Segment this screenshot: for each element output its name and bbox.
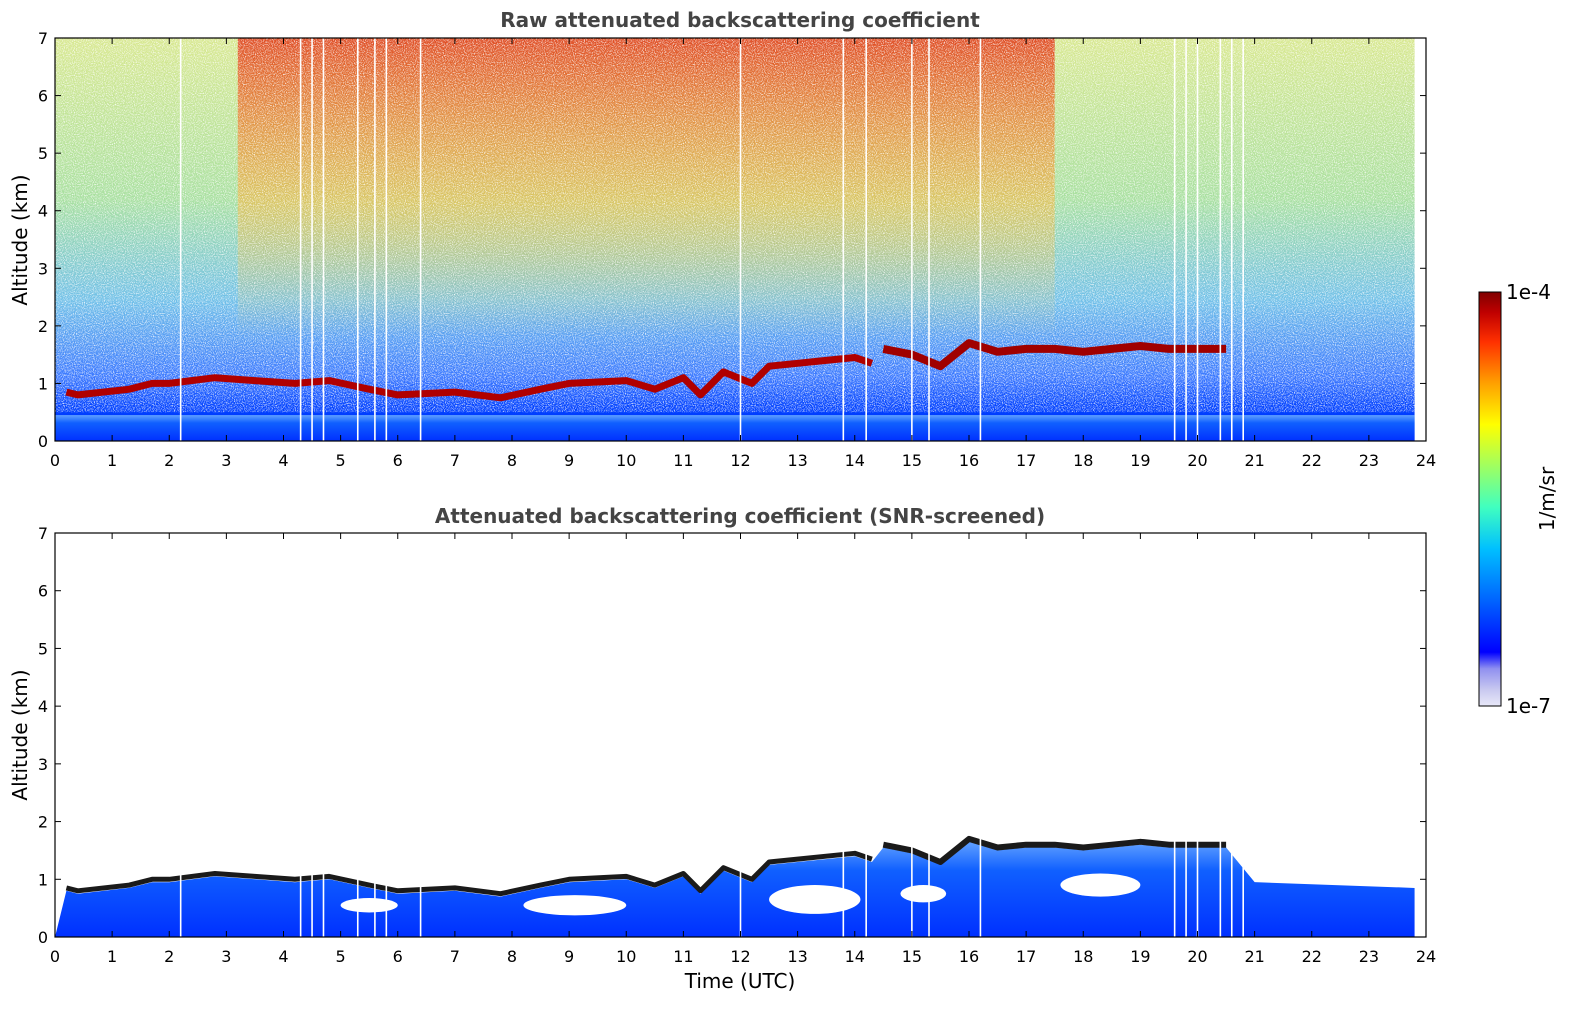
x-tick-label: 21 [1244,947,1264,966]
x-tick-label: 14 [845,451,865,470]
x-tick-label: 21 [1244,451,1264,470]
x-tick-label: 11 [673,947,693,966]
screened-out-region [523,895,627,916]
panel2-y-axis-label: Altitude (km) [8,669,32,800]
colorbar: 1e-4 1e-7 1/m/sr [1478,280,1559,718]
x-tick-label: 4 [278,947,288,966]
x-tick-label: 5 [336,451,346,470]
x-tick-label: 3 [221,947,231,966]
x-tick-label: 2 [164,947,174,966]
x-tick-label: 0 [50,451,60,470]
x-axis-label: Time (UTC) [684,969,796,993]
x-tick-label: 15 [902,947,922,966]
x-tick-label: 13 [787,947,807,966]
panel1-y-axis-label: Altitude (km) [8,174,32,305]
screened-out-region [900,885,947,903]
x-tick-label: 18 [1073,451,1093,470]
x-tick-label: 17 [1016,947,1036,966]
panel2-x-ticks: 0 1 2 3 4 5 6 7 8 9 10 11 12 13 14 15 16 17 18 19 20 21 22 23 24 [50,533,1436,966]
y-tick-label: 7 [38,524,48,543]
x-tick-label: 2 [164,451,174,470]
x-tick-label: 13 [787,451,807,470]
raw-cloud-layer [882,339,1227,371]
raw-boundary-layer-top [65,354,874,402]
x-tick-label: 19 [1130,451,1150,470]
panel2-title: Attenuated backscattering coefficient (S… [435,504,1045,528]
x-tick-label: 14 [845,947,865,966]
x-tick-label: 12 [730,947,750,966]
colorbar-gradient [1478,291,1502,707]
screened-out-region [769,885,861,914]
x-tick-label: 6 [393,947,403,966]
x-tick-label: 12 [730,451,750,470]
x-tick-label: 11 [673,451,693,470]
x-tick-label: 8 [507,947,517,966]
x-tick-label: 17 [1016,451,1036,470]
screened-cloud-layer [882,835,1227,865]
screened-boundary-layer-top [65,850,873,897]
x-tick-label: 23 [1359,947,1379,966]
panel2-y-ticks: 0 1 2 3 4 5 6 7 [38,524,1426,947]
x-tick-label: 7 [450,947,460,966]
x-tick-label: 19 [1130,947,1150,966]
x-tick-label: 23 [1359,451,1379,470]
y-tick-label: 7 [38,29,48,48]
x-tick-label: 7 [450,451,460,470]
x-tick-label: 15 [902,451,922,470]
x-tick-label: 6 [393,451,403,470]
snr-screened-field [55,827,1415,937]
screened-boundary-layer [55,841,1415,937]
x-tick-label: 22 [1302,947,1322,966]
x-tick-label: 16 [959,451,979,470]
x-tick-label: 24 [1416,451,1436,470]
x-tick-label: 20 [1187,451,1207,470]
x-tick-label: 10 [616,947,636,966]
x-tick-label: 9 [564,451,574,470]
x-tick-label: 0 [50,947,60,966]
y-tick-label: 1 [38,870,48,889]
y-tick-label: 2 [38,317,48,336]
y-tick-label: 6 [38,87,48,106]
y-tick-label: 0 [38,928,48,947]
x-tick-label: 3 [221,451,231,470]
colorbar-min-label: 1e-7 [1506,694,1551,718]
panel1-x-ticks: 0 1 2 3 4 5 6 7 8 9 10 11 12 13 14 15 16 17 18 19 20 21 22 23 24 [50,38,1436,470]
x-tick-label: 1 [107,947,117,966]
screened-out-region [340,898,398,913]
x-tick-label: 5 [336,947,346,966]
snr-screened-panel: Attenuated backscattering coefficient (S… [8,504,1436,993]
y-tick-label: 3 [38,755,48,774]
colorbar-max-label: 1e-4 [1506,280,1551,304]
raw-boundary-layer [55,415,1415,441]
y-tick-label: 4 [38,697,48,716]
x-tick-label: 8 [507,451,517,470]
y-tick-label: 2 [38,813,48,832]
x-tick-label: 16 [959,947,979,966]
y-tick-label: 0 [38,432,48,451]
x-tick-label: 4 [278,451,288,470]
y-tick-label: 5 [38,639,48,658]
raw-backscatter-field [55,38,1415,441]
y-tick-label: 6 [38,582,48,601]
x-tick-label: 22 [1302,451,1322,470]
panel1-y-ticks: 0 1 2 3 4 5 6 7 [38,29,1426,451]
y-tick-label: 3 [38,259,48,278]
x-tick-label: 9 [564,947,574,966]
x-tick-label: 20 [1187,947,1207,966]
x-tick-label: 18 [1073,947,1093,966]
y-tick-label: 5 [38,144,48,163]
y-tick-label: 4 [38,202,48,221]
x-tick-label: 24 [1416,947,1436,966]
raw-backscatter-panel: Raw attenuated backscattering coefficien… [8,8,1436,470]
colorbar-unit-label: 1/m/sr [1535,466,1559,531]
x-tick-label: 1 [107,451,117,470]
raw-speckle-noise [55,38,1415,413]
x-tick-label: 10 [616,451,636,470]
screened-out-region [1060,873,1141,897]
y-tick-label: 1 [38,374,48,393]
panel1-title: Raw attenuated backscattering coefficien… [500,8,980,32]
